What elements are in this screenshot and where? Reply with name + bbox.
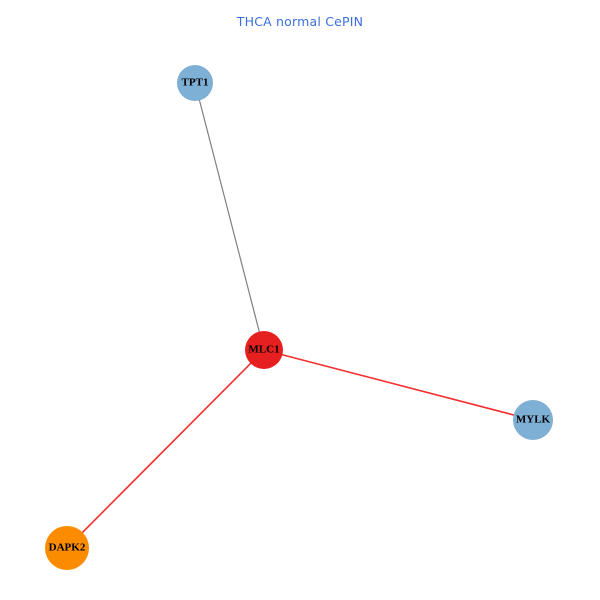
graph-node[interactable] xyxy=(513,400,553,440)
graph-node[interactable] xyxy=(177,65,213,101)
graph-node[interactable] xyxy=(45,526,89,570)
graph-edge[interactable] xyxy=(263,349,534,421)
node-layer xyxy=(45,65,553,570)
graph-edge[interactable] xyxy=(66,349,265,549)
graph-edge[interactable] xyxy=(194,82,265,351)
edge-layer xyxy=(66,82,534,549)
page-title: THCA normal CePIN xyxy=(236,14,364,29)
graph-node[interactable] xyxy=(245,331,283,369)
